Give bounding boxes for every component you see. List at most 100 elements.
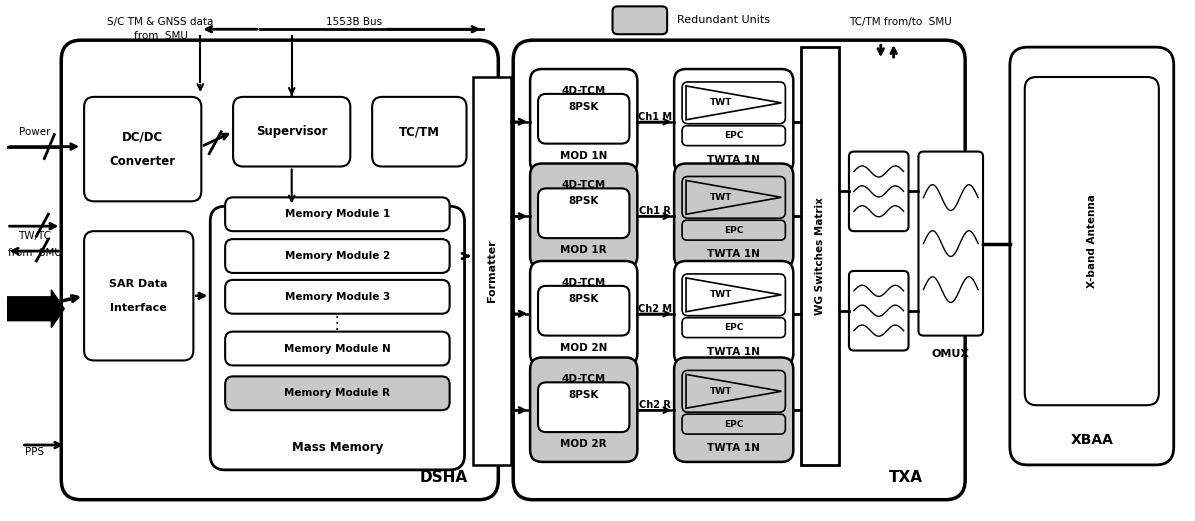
- Text: X-band Antenna: X-band Antenna: [1086, 194, 1097, 288]
- Text: 8PSK: 8PSK: [569, 196, 599, 206]
- Text: 8PSK: 8PSK: [569, 102, 599, 112]
- FancyBboxPatch shape: [682, 274, 785, 316]
- Text: SAR data: SAR data: [11, 298, 59, 308]
- Text: Interface: Interface: [110, 303, 167, 313]
- FancyBboxPatch shape: [538, 189, 630, 238]
- Text: Ch2 M: Ch2 M: [638, 304, 673, 314]
- FancyBboxPatch shape: [848, 271, 908, 351]
- Text: 4D-TCM: 4D-TCM: [562, 86, 606, 96]
- FancyBboxPatch shape: [84, 97, 201, 201]
- FancyBboxPatch shape: [848, 152, 908, 231]
- Text: S/C TM & GNSS data: S/C TM & GNSS data: [108, 17, 214, 27]
- Text: 8PSK: 8PSK: [569, 390, 599, 400]
- FancyBboxPatch shape: [682, 370, 785, 412]
- Text: DSHA: DSHA: [419, 470, 467, 486]
- Polygon shape: [686, 86, 782, 120]
- Text: from  SMU: from SMU: [134, 31, 188, 41]
- Polygon shape: [686, 278, 782, 312]
- FancyBboxPatch shape: [225, 332, 449, 365]
- FancyBboxPatch shape: [513, 40, 966, 500]
- Text: Memory Module R: Memory Module R: [284, 388, 391, 398]
- Polygon shape: [686, 375, 782, 408]
- FancyBboxPatch shape: [674, 164, 793, 268]
- Text: TWT: TWT: [710, 290, 733, 300]
- Text: TW/TC: TW/TC: [18, 231, 51, 241]
- Text: TXA: TXA: [889, 470, 923, 486]
- Bar: [802, 47, 839, 465]
- Text: Ch2 R: Ch2 R: [639, 400, 672, 410]
- FancyBboxPatch shape: [674, 261, 793, 365]
- Text: Mass Memory: Mass Memory: [292, 441, 384, 454]
- Text: MOD 1N: MOD 1N: [560, 151, 607, 160]
- Text: from  SMU: from SMU: [7, 248, 61, 258]
- Text: 4D-TCM: 4D-TCM: [562, 375, 606, 384]
- Text: TWT: TWT: [710, 98, 733, 107]
- FancyBboxPatch shape: [613, 6, 667, 34]
- Text: 1553B Bus: 1553B Bus: [326, 17, 382, 27]
- Text: ⋮: ⋮: [329, 314, 345, 332]
- FancyBboxPatch shape: [531, 357, 637, 462]
- Text: 4D-TCM: 4D-TCM: [562, 278, 606, 288]
- Text: MOD 2R: MOD 2R: [560, 439, 607, 449]
- Text: Ch1 R: Ch1 R: [639, 206, 672, 216]
- Text: Converter: Converter: [110, 155, 176, 168]
- FancyBboxPatch shape: [61, 40, 498, 500]
- Text: MOD 2N: MOD 2N: [560, 342, 607, 353]
- Text: MOD 1R: MOD 1R: [560, 245, 607, 255]
- FancyBboxPatch shape: [225, 239, 449, 273]
- FancyBboxPatch shape: [225, 376, 449, 410]
- Text: TWT: TWT: [710, 387, 733, 396]
- FancyBboxPatch shape: [1010, 47, 1173, 465]
- Text: Formatter: Formatter: [488, 240, 497, 302]
- Text: TWTA 1N: TWTA 1N: [707, 155, 760, 165]
- FancyBboxPatch shape: [210, 206, 465, 470]
- Text: SAR Data: SAR Data: [110, 279, 168, 289]
- Text: DC/DC: DC/DC: [122, 131, 164, 144]
- Text: TWTA 1N: TWTA 1N: [707, 249, 760, 259]
- FancyBboxPatch shape: [372, 97, 466, 167]
- Text: WG Switches Matrix: WG Switches Matrix: [815, 197, 825, 315]
- Text: Ch1 M: Ch1 M: [638, 112, 673, 122]
- Text: TWT: TWT: [710, 193, 733, 202]
- FancyBboxPatch shape: [538, 286, 630, 336]
- Text: TWTA 1N: TWTA 1N: [707, 443, 760, 453]
- Text: 8PSK: 8PSK: [569, 294, 599, 304]
- Text: Memory Module N: Memory Module N: [284, 343, 391, 354]
- FancyBboxPatch shape: [682, 414, 785, 434]
- Text: TC/TM from/to  SMU: TC/TM from/to SMU: [850, 17, 952, 27]
- FancyBboxPatch shape: [225, 280, 449, 314]
- FancyBboxPatch shape: [233, 97, 350, 167]
- FancyBboxPatch shape: [682, 126, 785, 145]
- Text: TC/TM: TC/TM: [399, 125, 440, 138]
- FancyBboxPatch shape: [674, 357, 793, 462]
- Text: 4D-TCM: 4D-TCM: [562, 180, 606, 190]
- Text: EPC: EPC: [724, 323, 743, 332]
- FancyBboxPatch shape: [682, 82, 785, 123]
- Text: Memory Module 1: Memory Module 1: [284, 209, 390, 219]
- Text: Memory Module 2: Memory Module 2: [284, 251, 390, 261]
- Text: EPC: EPC: [724, 131, 743, 140]
- Text: EPC: EPC: [724, 419, 743, 429]
- Polygon shape: [686, 180, 782, 214]
- FancyBboxPatch shape: [531, 261, 637, 365]
- FancyBboxPatch shape: [84, 231, 194, 361]
- Bar: [473, 77, 511, 465]
- FancyBboxPatch shape: [538, 382, 630, 432]
- FancyBboxPatch shape: [225, 197, 449, 231]
- Text: XBAA: XBAA: [1071, 433, 1114, 447]
- Text: EPC: EPC: [724, 226, 743, 234]
- Text: Memory Module 3: Memory Module 3: [284, 292, 390, 302]
- FancyBboxPatch shape: [531, 69, 637, 173]
- Text: Redundant Units: Redundant Units: [678, 15, 770, 26]
- FancyBboxPatch shape: [682, 318, 785, 338]
- FancyBboxPatch shape: [919, 152, 983, 336]
- Text: OMUX: OMUX: [932, 349, 970, 358]
- Text: PPS: PPS: [25, 447, 44, 457]
- Text: Supervisor: Supervisor: [256, 125, 327, 138]
- FancyBboxPatch shape: [682, 220, 785, 240]
- FancyBboxPatch shape: [682, 177, 785, 218]
- FancyBboxPatch shape: [674, 69, 793, 173]
- FancyBboxPatch shape: [1025, 77, 1159, 405]
- FancyBboxPatch shape: [531, 164, 637, 268]
- Text: TWTA 1N: TWTA 1N: [707, 346, 760, 356]
